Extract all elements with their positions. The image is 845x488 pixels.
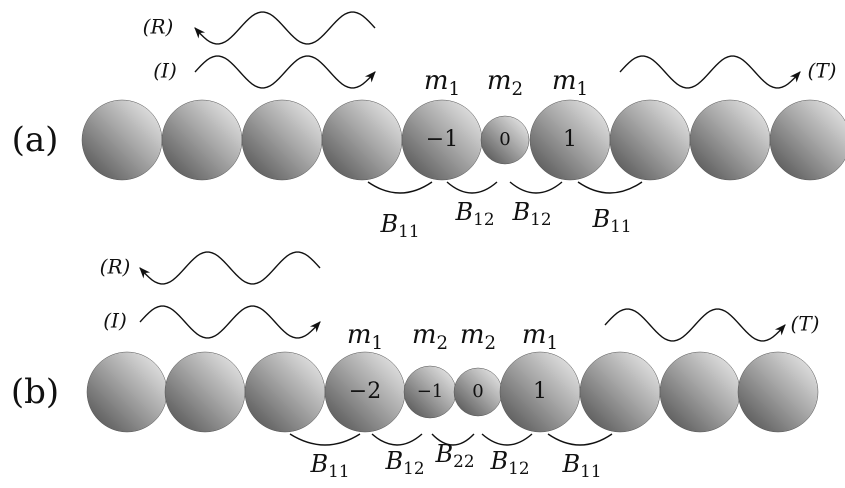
sphere — [769, 99, 845, 181]
sphere — [609, 99, 691, 181]
mass-label-base: m — [522, 320, 547, 350]
wave-label: (I) — [103, 309, 127, 333]
mass-label-base: m — [460, 320, 485, 350]
mass-label-sub: 1 — [372, 333, 384, 354]
sphere — [579, 351, 661, 433]
wave-transmitted — [619, 55, 801, 89]
sphere — [164, 351, 246, 433]
mass-label-sub: 1 — [449, 79, 461, 100]
mass-label-sub: 1 — [577, 79, 589, 100]
mass-label: m2 — [487, 66, 523, 100]
sphere — [81, 99, 163, 181]
mass-label-sub: 2 — [512, 79, 524, 100]
wave-incident — [139, 305, 321, 339]
mass-label-sub: 2 — [437, 333, 449, 354]
panel-label: (b) — [11, 372, 59, 412]
wave-label: (I) — [153, 59, 177, 83]
mass-label-base: m — [487, 66, 512, 96]
bond-brace — [431, 433, 475, 446]
bond-brace — [577, 181, 643, 194]
bond-label: B11 — [380, 210, 420, 241]
mass-label: m1 — [424, 66, 460, 100]
bond-label-sub: 11 — [328, 461, 349, 481]
wave-label: (R) — [100, 255, 131, 279]
sphere — [86, 351, 168, 433]
bond-label: B22 — [435, 440, 475, 471]
sphere — [161, 99, 243, 181]
bond-label-base: B — [562, 450, 581, 478]
site-index: −1 — [417, 381, 444, 402]
bond-label-base: B — [512, 198, 531, 226]
bond-brace — [367, 181, 433, 194]
bond-label-base: B — [455, 198, 474, 226]
wave-label: (R) — [143, 15, 174, 39]
bond-label-base: B — [592, 205, 611, 233]
mass-label: m1 — [552, 66, 588, 100]
bond-label-sub: 11 — [580, 461, 601, 481]
bond-label-base: B — [490, 447, 509, 475]
site-index: 1 — [563, 127, 577, 152]
wave-incident — [194, 55, 376, 89]
panel-label: (a) — [12, 120, 59, 160]
bond-label-sub: 12 — [473, 209, 494, 229]
bond-label-sub: 11 — [398, 221, 419, 241]
site-index: 0 — [499, 129, 510, 150]
bond-label: B12 — [385, 447, 425, 478]
bond-label-sub: 11 — [610, 216, 631, 236]
mass-label-base: m — [424, 66, 449, 96]
bond-label-base: B — [435, 440, 454, 468]
bond-label: B12 — [490, 447, 530, 478]
bond-label-sub: 22 — [453, 451, 474, 471]
bond-brace — [446, 181, 498, 194]
wave-label: (T) — [808, 59, 837, 83]
site-index: −1 — [426, 127, 458, 152]
bond-label: B11 — [562, 450, 602, 481]
mass-label-base: m — [412, 320, 437, 350]
bond-label-base: B — [385, 447, 404, 475]
site-index: 1 — [533, 379, 547, 404]
mass-label: m2 — [460, 320, 496, 354]
sphere — [241, 99, 323, 181]
bond-label-base: B — [310, 450, 329, 478]
mass-label: m1 — [347, 320, 383, 354]
wave-transmitted — [604, 308, 786, 342]
sphere — [321, 99, 403, 181]
mass-label-base: m — [552, 66, 577, 96]
bond-label-base: B — [380, 210, 399, 238]
bond-brace — [547, 433, 613, 446]
bond-brace — [289, 433, 361, 446]
mass-label-base: m — [347, 320, 372, 350]
bond-label: B12 — [512, 198, 552, 229]
sphere — [689, 99, 771, 181]
site-index: 0 — [472, 381, 483, 402]
bond-brace — [481, 433, 533, 446]
sphere — [480, 115, 530, 165]
sphere — [737, 351, 819, 433]
site-index: −2 — [349, 379, 381, 404]
bond-label: B11 — [592, 205, 632, 236]
mass-label: m2 — [412, 320, 448, 354]
mass-label-sub: 1 — [547, 333, 559, 354]
bond-label: B12 — [455, 198, 495, 229]
bond-label-sub: 12 — [508, 458, 529, 478]
bond-brace — [509, 181, 563, 194]
bond-label-sub: 12 — [530, 209, 551, 229]
mass-label: m1 — [522, 320, 558, 354]
mass-label-sub: 2 — [485, 333, 497, 354]
bond-label: B11 — [310, 450, 350, 481]
bond-brace — [371, 433, 423, 446]
bond-label-sub: 12 — [403, 458, 424, 478]
wave-label: (T) — [791, 312, 820, 336]
wave-reflected — [194, 11, 376, 45]
wave-reflected — [139, 251, 321, 285]
sphere — [659, 351, 741, 433]
sphere — [244, 351, 326, 433]
